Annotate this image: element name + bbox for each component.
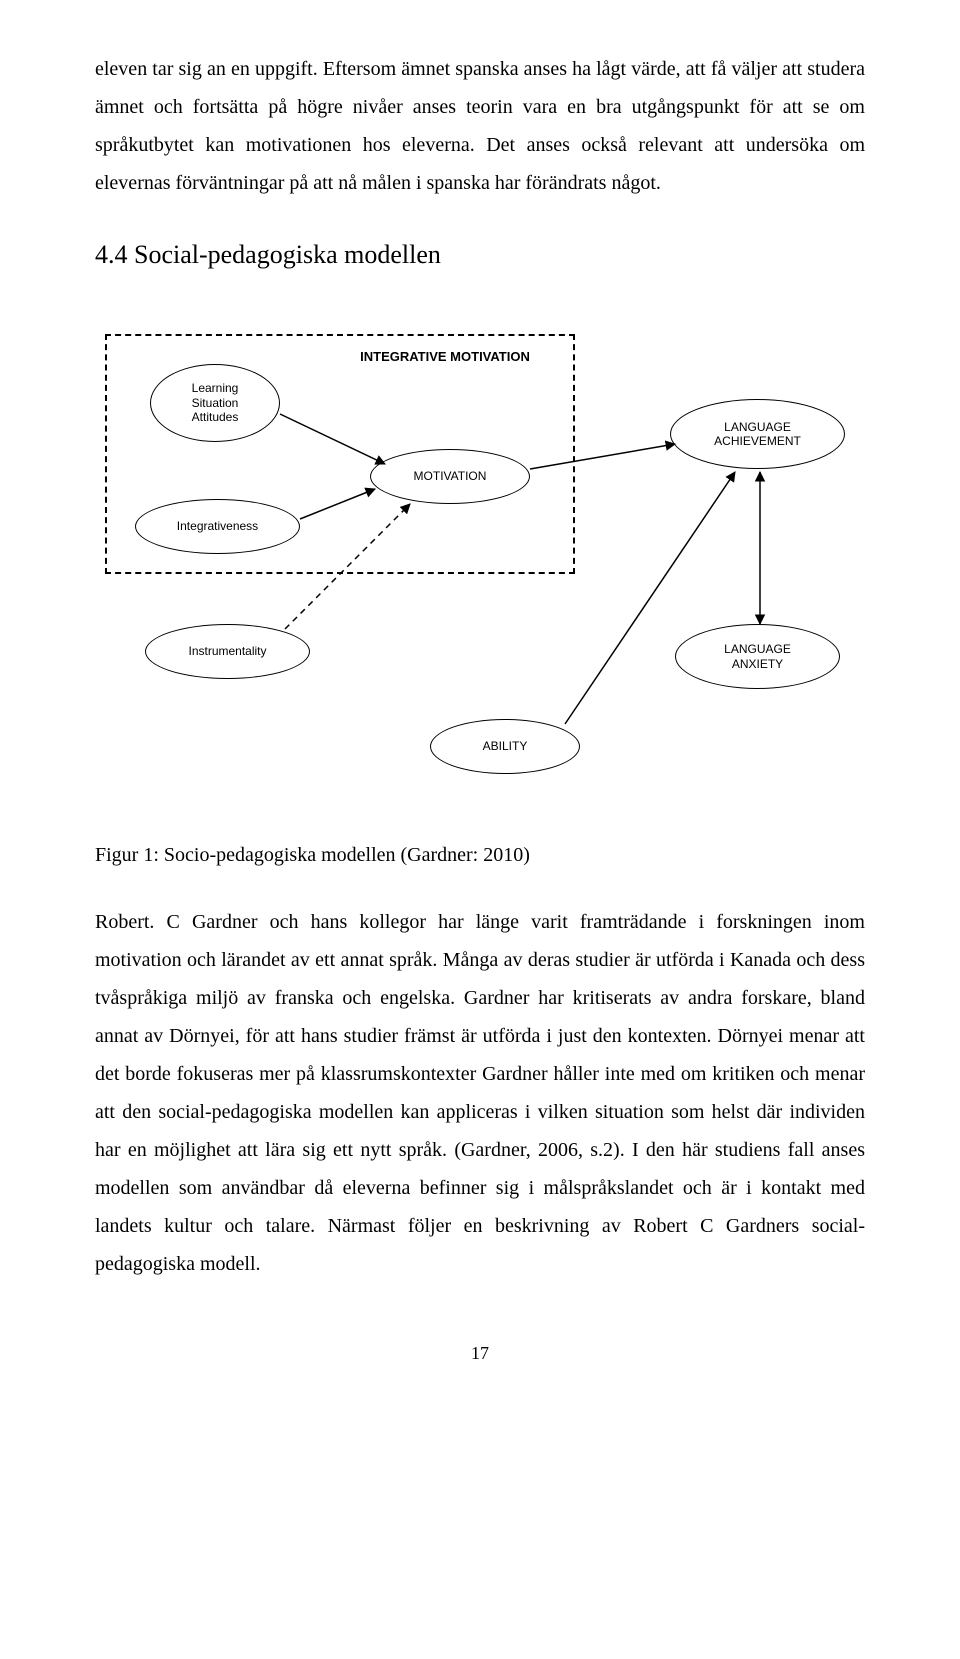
ability-text: ABILITY	[483, 739, 528, 753]
instrumentality-text: Instrumentality	[188, 644, 266, 658]
language-achievement-node: LANGUAGE ACHIEVEMENT	[670, 399, 845, 469]
page-number: 17	[95, 1343, 865, 1364]
learning-situation-text: Learning Situation Attitudes	[192, 381, 239, 424]
paragraph-intro: eleven tar sig an en uppgift. Eftersom ä…	[95, 50, 865, 202]
socio-pedagogical-diagram: INTEGRATIVE MOTIVATION Learning Situatio…	[95, 294, 865, 814]
ability-node: ABILITY	[430, 719, 580, 774]
motivation-node: MOTIVATION	[370, 449, 530, 504]
integrativeness-node: Integrativeness	[135, 499, 300, 554]
language-anxiety-node: LANGUAGE ANXIETY	[675, 624, 840, 689]
instrumentality-node: Instrumentality	[145, 624, 310, 679]
language-achievement-text: LANGUAGE ACHIEVEMENT	[714, 420, 801, 449]
integrative-motivation-label: INTEGRATIVE MOTIVATION	[345, 349, 545, 364]
language-anxiety-text: LANGUAGE ANXIETY	[724, 642, 791, 671]
learning-situation-node: Learning Situation Attitudes	[150, 364, 280, 442]
figure-caption: Figur 1: Socio-pedagogiska modellen (Gar…	[95, 844, 865, 867]
motivation-text: MOTIVATION	[414, 469, 487, 483]
integrativeness-text: Integrativeness	[177, 519, 258, 533]
paragraph-body: Robert. C Gardner och hans kollegor har …	[95, 903, 865, 1283]
section-heading: 4.4 Social-pedagogiska modellen	[95, 240, 865, 270]
